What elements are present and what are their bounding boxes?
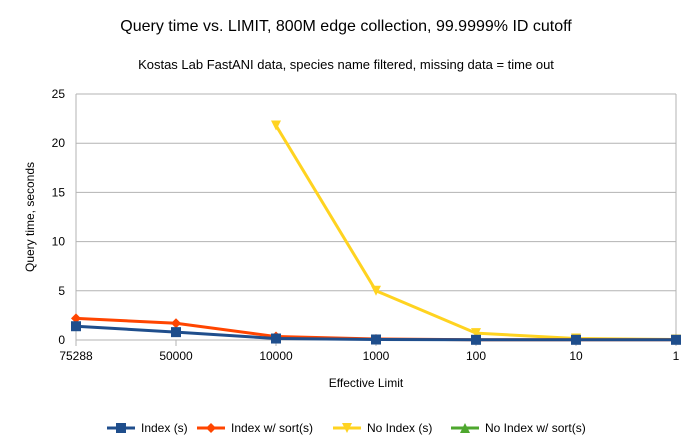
legend-label: Index (s) <box>141 421 188 435</box>
legend-item: No Index (s) <box>333 421 432 435</box>
y-tick-label: 15 <box>52 185 66 199</box>
data-point <box>171 327 181 338</box>
series-0 <box>71 321 681 345</box>
x-tick-label: 50000 <box>159 349 193 363</box>
x-axis-label: Effective Limit <box>329 376 404 390</box>
data-point <box>71 313 81 324</box>
legend-swatch-marker <box>342 423 352 433</box>
x-tick-label: 100 <box>466 349 486 363</box>
x-tick-label: 75288 <box>59 349 93 363</box>
legend-label: No Index (s) <box>367 421 432 435</box>
legend-item: Index w/ sort(s) <box>197 421 313 435</box>
legend-item: No Index w/ sort(s) <box>451 421 586 435</box>
y-tick-label: 10 <box>52 235 66 249</box>
data-point <box>171 318 181 329</box>
y-axis-label: Query time, seconds <box>23 162 37 272</box>
y-tick-label: 5 <box>58 284 65 298</box>
x-tick-label: 1 <box>673 349 680 363</box>
legend-swatch-marker <box>206 423 216 433</box>
data-point <box>471 328 481 339</box>
gridlines <box>76 93 676 292</box>
data-point <box>371 285 381 296</box>
legend-swatch-marker <box>116 423 126 433</box>
x-tick-label: 10 <box>569 349 583 363</box>
data-point <box>271 333 281 344</box>
x-tick-label: 10000 <box>259 349 293 363</box>
chart-subtitle: Kostas Lab FastANI data, species name fi… <box>138 57 554 72</box>
y-tick-label: 25 <box>52 87 66 101</box>
data-point <box>371 334 381 345</box>
y-tick-labels: 0 5 10 15 20 25 <box>52 87 66 347</box>
legend-label: No Index w/ sort(s) <box>485 421 586 435</box>
legend-item: Index (s) <box>107 421 188 435</box>
y-tick-label: 0 <box>58 333 65 347</box>
chart-title: Query time vs. LIMIT, 800M edge collecti… <box>120 18 572 35</box>
data-point <box>71 321 81 332</box>
x-tick-labels: 75288 50000 10000 1000 100 10 1 <box>59 349 679 363</box>
legend-label: Index w/ sort(s) <box>231 421 313 435</box>
data-point <box>671 334 681 345</box>
series-group <box>71 120 681 345</box>
data-point <box>471 334 481 345</box>
data-point <box>271 120 281 131</box>
y-tick-label: 20 <box>52 136 66 150</box>
legend: Index (s) Index w/ sort(s) No Index (s) No … <box>107 421 586 435</box>
legend-swatch-marker <box>460 423 470 433</box>
data-point <box>571 334 581 345</box>
x-tick-label: 1000 <box>363 349 390 363</box>
